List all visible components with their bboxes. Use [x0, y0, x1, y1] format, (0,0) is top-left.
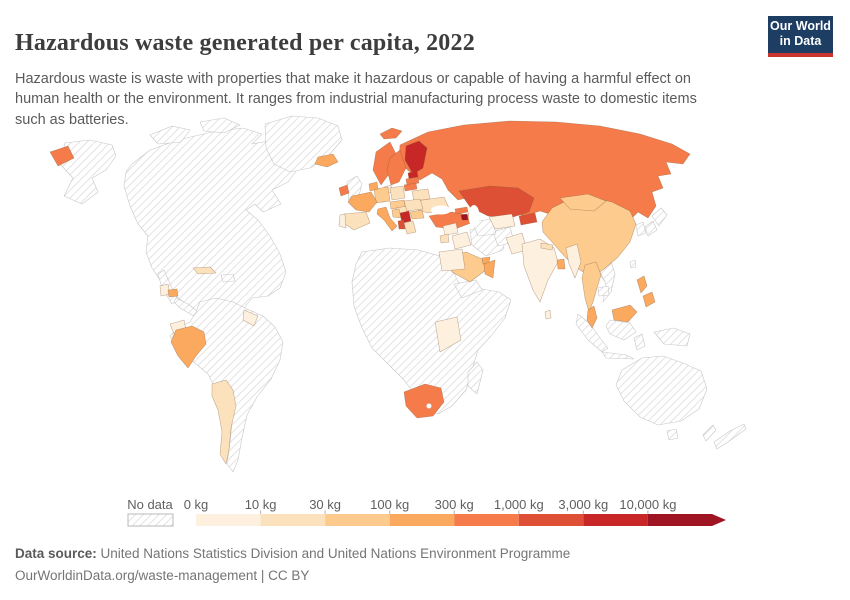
footer-source-line: Data source: United Nations Statistics D…: [15, 543, 570, 565]
map-region-philippines-north[interactable]: [636, 275, 648, 294]
map-nodata-tasmania[interactable]: [666, 428, 679, 441]
map-region-italy[interactable]: [376, 206, 398, 232]
legend-bin-3[interactable]: [389, 514, 455, 526]
map-region-malaysia-peninsula[interactable]: [586, 305, 598, 329]
map-region-benelux[interactable]: [368, 181, 379, 192]
footer-source-label: Data source:: [15, 546, 97, 561]
map-region-tanzania[interactable]: [434, 316, 462, 353]
map-nodata-japan-kyushu[interactable]: [644, 220, 658, 237]
map-region-philippines-south[interactable]: [642, 291, 656, 308]
map-region-poland[interactable]: [389, 185, 406, 201]
map-region-honduras[interactable]: [167, 288, 179, 298]
page-title: Hazardous waste generated per capita, 20…: [15, 30, 475, 57]
footer-license: | CC BY: [260, 568, 310, 583]
map-region-syria[interactable]: [442, 222, 459, 236]
legend-tick-label-6: 3,000 kg: [558, 497, 608, 512]
map-nodata-madagascar[interactable]: [467, 361, 484, 395]
map-region-lesotho[interactable]: [426, 403, 432, 409]
map-legend: No data 0 kg 10 kg 30 kg 100 kg 300 kg 1…: [127, 497, 726, 527]
map-region-thailand[interactable]: [581, 261, 602, 313]
legend-tick-label-4: 300 kg: [435, 497, 474, 512]
map-nodata-cambodia[interactable]: [597, 285, 610, 297]
owid-logo-line1: Our World: [770, 19, 831, 33]
map-region-georgia[interactable]: [454, 206, 469, 215]
map-nodata-new-guinea[interactable]: [653, 327, 691, 347]
map-region-svalbard[interactable]: [379, 127, 403, 140]
map-nodata-korea[interactable]: [635, 221, 647, 237]
legend-tick-label-2: 30 kg: [309, 497, 341, 512]
map-nodata-japan-honshu[interactable]: [651, 207, 668, 227]
map-region-argentina[interactable]: [211, 379, 237, 465]
map-nodata-alaska[interactable]: [59, 139, 117, 205]
map-region-greece[interactable]: [403, 220, 417, 235]
map-region-guyana-suriname[interactable]: [242, 309, 259, 327]
map-region-russia-chukotka[interactable]: [49, 145, 75, 167]
footer-link[interactable]: OurWorldinData.org/waste-management: [15, 568, 258, 583]
map-nodata-borneo[interactable]: [605, 319, 637, 341]
map-region-germany[interactable]: [373, 186, 391, 204]
map-region-france[interactable]: [347, 191, 378, 213]
legend-no-data-swatch[interactable]: [127, 513, 174, 527]
map-nodata-hispaniola[interactable]: [220, 273, 236, 283]
map-region-malaysia-borneo[interactable]: [611, 304, 638, 323]
map-region-myanmar[interactable]: [565, 243, 582, 279]
map-region-cuba[interactable]: [192, 266, 217, 275]
legend-tick-label-1: 10 kg: [245, 497, 277, 512]
map-nodata-new-zealand-south[interactable]: [713, 423, 747, 450]
map-region-egypt[interactable]: [438, 248, 466, 272]
map-region-oman[interactable]: [483, 259, 496, 279]
map-nodata-sulawesi[interactable]: [633, 333, 646, 351]
footer-note-line: OurWorldinData.org/waste-management | CC…: [15, 565, 570, 587]
map-region-jordan[interactable]: [439, 233, 450, 244]
map-region-mongolia[interactable]: [559, 193, 607, 212]
map-region-bangladesh[interactable]: [556, 258, 566, 270]
map-region-lithuania[interactable]: [403, 182, 418, 192]
legend-bin-5[interactable]: [518, 514, 584, 526]
map-region-south-africa[interactable]: [403, 383, 445, 419]
world-choropleth-map[interactable]: [0, 112, 850, 497]
map-region-romania[interactable]: [403, 198, 424, 212]
footer: Data source: United Nations Statistics D…: [15, 543, 570, 587]
legend-bin-0[interactable]: [196, 514, 261, 526]
map-region-kyrgyzstan[interactable]: [518, 212, 538, 226]
map-region-iraq[interactable]: [451, 231, 472, 250]
legend-no-data-label: No data: [127, 497, 173, 512]
caspian-sea: [468, 205, 480, 227]
legend-tick-label-0: 0 kg: [184, 497, 209, 512]
legend-tick-label-7: 10,000 kg: [619, 497, 676, 512]
map-nodata-australia[interactable]: [615, 355, 708, 426]
map-region-portugal[interactable]: [338, 213, 347, 229]
map-region-nepal[interactable]: [540, 242, 554, 251]
black-sea: [431, 205, 451, 215]
map-region-montenegro-albania[interactable]: [397, 219, 406, 230]
legend-bin-6[interactable]: [583, 514, 648, 526]
map-region-ireland[interactable]: [338, 184, 350, 197]
map-region-uzbekistan[interactable]: [488, 213, 516, 230]
owid-logo[interactable]: Our World in Data: [768, 16, 833, 57]
map-nodata-arctic-islands-east[interactable]: [199, 117, 241, 134]
chart-subtitle: Hazardous waste is waste with properties…: [15, 70, 697, 128]
map-region-peru[interactable]: [170, 325, 207, 369]
map-region-iceland[interactable]: [314, 153, 339, 168]
map-nodata-taiwan[interactable]: [629, 259, 637, 269]
owid-logo-line2: in Data: [779, 34, 822, 48]
legend-tick-label-3: 100 kg: [370, 497, 409, 512]
map-region-bulgaria[interactable]: [409, 209, 425, 220]
map-region-finland[interactable]: [404, 140, 428, 175]
legend-bin-4[interactable]: [454, 514, 519, 526]
map-nodata-arctic-islands-west[interactable]: [149, 125, 191, 145]
legend-tick-label-5: 1,000 kg: [494, 497, 544, 512]
map-nodata-java[interactable]: [601, 351, 635, 360]
map-region-armenia[interactable]: [460, 213, 469, 221]
map-nodata-new-zealand-north[interactable]: [702, 424, 717, 442]
legend-bin-2[interactable]: [325, 514, 390, 526]
map-region-sweden[interactable]: [386, 149, 407, 186]
map-region-sri-lanka[interactable]: [544, 309, 552, 320]
map-region-india[interactable]: [521, 238, 559, 303]
footer-source-text: United Nations Statistics Division and U…: [96, 546, 571, 561]
legend-bin-1[interactable]: [260, 514, 326, 526]
legend-bin-7-arrow[interactable]: [647, 514, 726, 526]
